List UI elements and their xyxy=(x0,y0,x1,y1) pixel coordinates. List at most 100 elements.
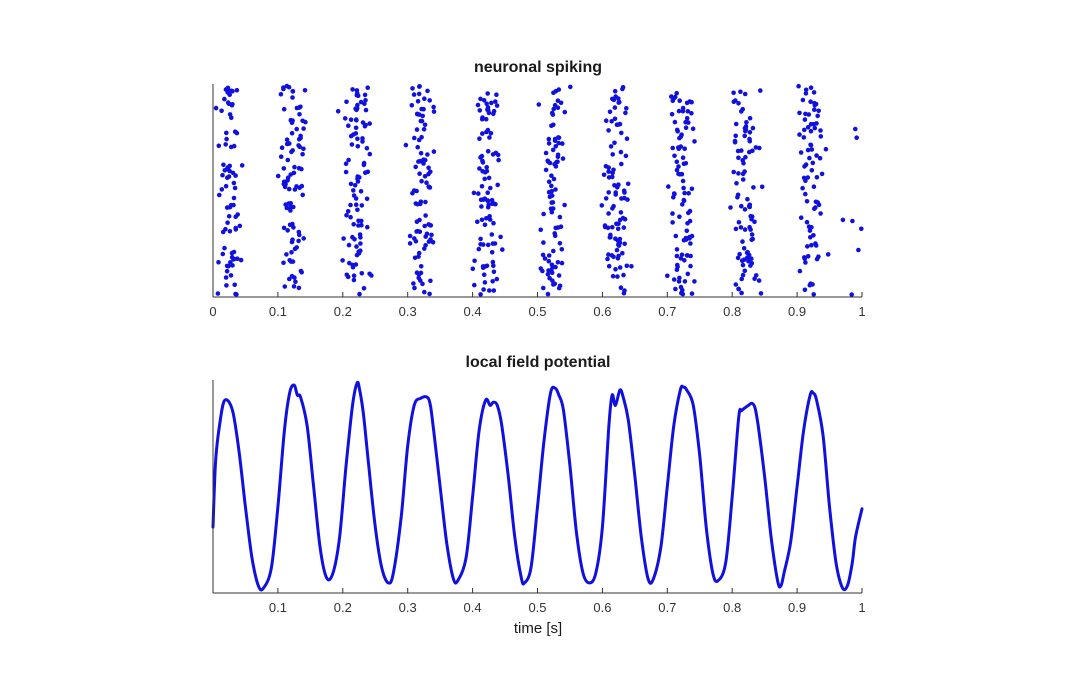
spike-dot xyxy=(800,97,806,103)
spike-dot xyxy=(297,112,302,117)
spike-dot xyxy=(737,251,742,257)
spike-dot xyxy=(680,178,686,184)
spike-dot xyxy=(740,177,746,182)
spike-dot xyxy=(353,262,359,267)
spike-dot xyxy=(606,169,611,174)
spike-dot xyxy=(285,175,291,180)
spike-dot xyxy=(414,127,420,132)
spike-dot xyxy=(291,204,296,210)
spike-dot xyxy=(354,106,360,111)
spike-dot xyxy=(287,276,292,282)
spike-dot xyxy=(290,95,295,100)
spike-dot xyxy=(494,103,500,108)
spike-dot xyxy=(610,170,615,176)
spike-dot xyxy=(363,98,368,103)
spike-dot xyxy=(612,183,617,188)
spike-dot xyxy=(621,272,626,278)
spike-dot xyxy=(301,126,306,131)
spike-dot xyxy=(299,166,304,172)
spike-dot xyxy=(739,148,744,153)
spike-dot xyxy=(492,241,498,246)
spike-dot xyxy=(348,117,354,122)
x-tick-label: 0.5 xyxy=(528,304,546,319)
spike-dot xyxy=(738,89,743,95)
spike-dot xyxy=(219,108,224,114)
x-tick-label: 0.9 xyxy=(788,600,806,615)
spike-dot xyxy=(278,154,284,159)
spike-dot xyxy=(479,153,485,159)
spike-dot xyxy=(231,180,237,186)
spike-dot xyxy=(289,149,294,155)
spike-dot xyxy=(798,150,804,155)
spike-dot xyxy=(231,143,237,149)
spike-dot xyxy=(475,102,481,108)
spike-dot xyxy=(740,158,745,163)
spike-dot xyxy=(748,213,753,219)
spike-dot xyxy=(363,170,368,175)
spike-dot xyxy=(343,169,349,175)
spike-dot xyxy=(684,100,690,106)
lfp-series-line xyxy=(211,380,864,592)
spike-dot xyxy=(741,246,747,251)
spike-dot xyxy=(229,115,234,120)
spike-dot xyxy=(556,135,562,141)
spike-dot xyxy=(682,258,687,263)
spike-dot xyxy=(419,106,424,112)
spike-dot xyxy=(549,193,555,198)
spike-dot xyxy=(808,143,814,148)
spike-dot xyxy=(302,88,308,93)
spike-dot xyxy=(747,202,753,208)
spike-dot xyxy=(233,214,238,220)
spike-dot xyxy=(355,207,360,213)
spike-dot xyxy=(557,214,563,220)
spike-dot xyxy=(487,135,492,140)
spike-dot xyxy=(488,185,493,191)
spike-dot xyxy=(355,93,361,99)
spike-dot xyxy=(606,190,611,195)
spike-dot xyxy=(428,237,433,242)
spike-dot xyxy=(553,187,558,192)
spike-dot xyxy=(809,225,814,230)
spike-dot xyxy=(291,284,297,289)
spike-dot xyxy=(422,289,427,295)
spike-dot xyxy=(818,211,823,216)
spike-dot xyxy=(412,255,418,261)
spike-dot xyxy=(419,134,424,140)
spike-dot xyxy=(759,184,765,190)
spike-dot xyxy=(677,214,682,219)
spike-dot xyxy=(606,263,612,269)
spike-dot xyxy=(487,214,492,219)
spike-dot xyxy=(225,220,230,225)
spike-dot xyxy=(354,244,359,249)
spike-dot xyxy=(617,99,622,105)
spike-dot xyxy=(224,136,229,142)
spike-dot xyxy=(231,195,237,201)
spike-dot xyxy=(217,192,222,198)
spike-dot xyxy=(416,250,422,256)
spike-dot xyxy=(551,106,556,112)
spike-dot xyxy=(228,273,234,278)
spike-dot xyxy=(743,154,748,160)
spike-dot xyxy=(480,158,485,164)
spike-dot xyxy=(546,189,552,195)
spike-dot xyxy=(472,258,477,264)
spike-dot xyxy=(546,268,551,273)
spike-dot xyxy=(542,256,548,261)
spike-dot xyxy=(423,213,428,218)
spike-dot xyxy=(403,142,409,148)
spike-dot xyxy=(610,273,616,279)
spike-dot xyxy=(425,88,430,94)
spike-dot xyxy=(679,252,685,258)
spike-dot xyxy=(676,279,682,284)
spike-dot xyxy=(486,202,492,207)
spike-dot xyxy=(225,165,230,170)
spike-dot xyxy=(485,91,491,96)
spike-dot xyxy=(620,86,625,92)
spike-dot xyxy=(543,167,549,173)
spike-dot xyxy=(362,123,368,129)
spike-dot xyxy=(231,257,236,262)
spike-dot xyxy=(616,221,621,226)
spike-dot xyxy=(356,223,361,228)
spike-dot xyxy=(733,282,739,287)
spike-dot xyxy=(216,143,222,149)
